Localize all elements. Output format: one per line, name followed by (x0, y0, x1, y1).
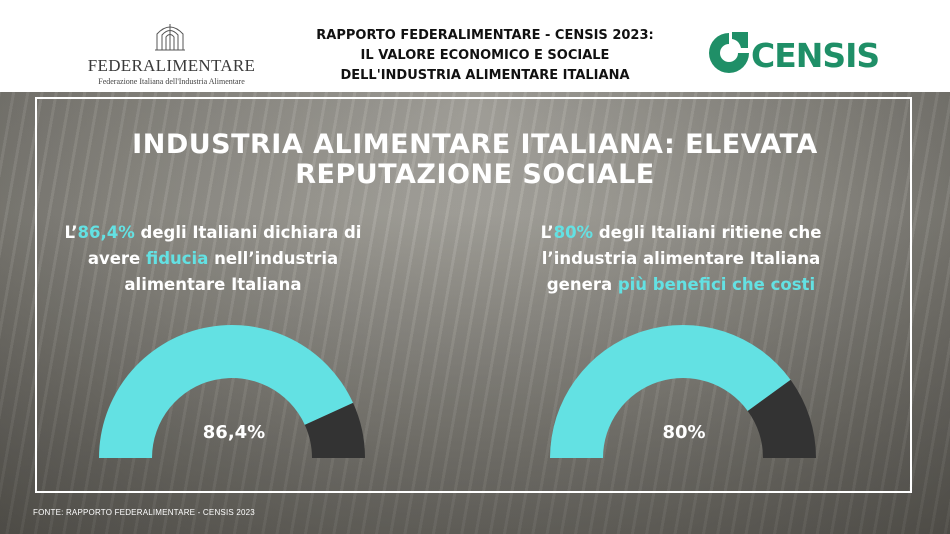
gauge-filled-segment (99, 324, 354, 458)
content-frame (35, 97, 912, 493)
stat-left-highlight-percent: 86,4% (77, 223, 135, 242)
stat-left-part-3: nell’industria alimentare Italiana (124, 249, 339, 294)
gauge-value-label-trust: 86,4% (202, 422, 266, 443)
federalimentare-logo: FEDERALIMENTARE Federazione Italiana del… (84, 22, 259, 86)
censis-mark-icon (709, 32, 749, 73)
gauge-chart-trust (99, 324, 365, 458)
gauge-value-label-benefits: 80% (662, 422, 706, 443)
stat-right-part-1: L’ (540, 223, 554, 242)
report-title-line-2: IL VALORE ECONOMICO E SOCIALE (360, 48, 610, 63)
gauge-remainder-segment (304, 402, 365, 458)
stat-right-highlight-percent: 80% (553, 223, 594, 242)
censis-logo-text: CENSIS (751, 36, 880, 75)
gauge-chart-benefits (550, 325, 816, 458)
stat-left-text: L’86,4% degli Italiani dichiara di avere… (43, 220, 383, 298)
main-title-line-2: REPUTAZIONE SOCIALE (295, 159, 655, 190)
report-title: RAPPORTO FEDERALIMENTARE - CENSIS 2023: … (300, 26, 670, 86)
gauge-remainder-segment (747, 379, 816, 458)
federalimentare-subtitle: Federazione Italiana dell'Industria Alim… (98, 77, 245, 86)
federalimentare-name: FEDERALIMENTARE (87, 56, 256, 75)
main-title-line-1: INDUSTRIA ALIMENTARE ITALIANA: ELEVATA (132, 129, 818, 160)
stat-left-part-2: degli Italiani dichiara di avere (87, 223, 362, 268)
federalimentare-emblem-icon (155, 24, 185, 51)
stat-right-text: L’80% degli Italiani ritiene che l’indus… (511, 220, 851, 298)
report-title-line-1: RAPPORTO FEDERALIMENTARE - CENSIS 2023: (316, 28, 654, 43)
gauge-filled-segment (550, 325, 791, 458)
main-title: INDUSTRIA ALIMENTARE ITALIANA: ELEVATA R… (95, 130, 855, 190)
header-bar: FEDERALIMENTARE Federazione Italiana del… (0, 0, 950, 92)
stat-left-part-1: L’ (64, 223, 78, 242)
stat-left-highlight-word: fiducia (145, 249, 209, 268)
censis-logo: CENSIS (705, 30, 880, 80)
stat-right-highlight-phrase: più benefici che costi (617, 275, 816, 294)
source-note: FONTE: RAPPORTO FEDERALIMENTARE - CENSIS… (33, 508, 255, 517)
stat-right-part-2: degli Italiani ritiene che l’industria a… (541, 223, 822, 294)
report-title-line-3: DELL'INDUSTRIA ALIMENTARE ITALIANA (340, 68, 630, 83)
